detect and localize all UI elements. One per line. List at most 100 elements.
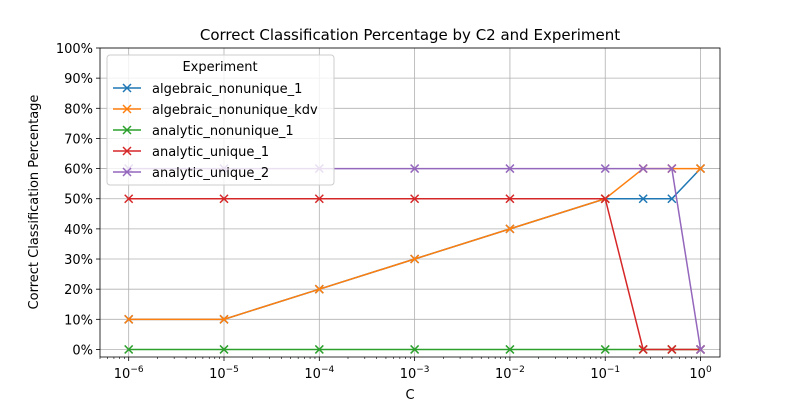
series-group [124,164,706,354]
x-tick-label: 10−4 [304,365,334,382]
x-tick-exponent: −2 [512,365,525,375]
legend-entry: analytic_unique_1 [113,145,269,160]
marker-stroke [124,314,134,324]
legend-marker [122,146,132,156]
marker-stroke [314,194,324,204]
x-axis-label: C [405,388,414,400]
marker-stroke [505,224,515,234]
marker-stroke [219,314,229,324]
data-point [219,194,229,204]
y-tick-label: 0% [72,343,93,358]
x-tick-base: 10 [590,367,607,382]
x-tick-exponent: −3 [416,365,429,375]
marker-stroke [124,344,134,354]
x-tick-label: 10−2 [495,365,525,382]
y-axis-label: Correct Classification Percentage [27,95,42,310]
data-point [410,344,420,354]
marker-stroke [600,344,610,354]
x-tick-base: 10 [114,367,131,382]
legend-marker [122,167,132,177]
data-point [600,344,610,354]
chart-title: Correct Classification Percentage by C2 … [200,26,620,44]
marker-stroke [124,194,134,204]
y-tick-label: 40% [64,223,93,238]
data-point [600,194,610,204]
x-tick-exponent: −5 [226,365,239,375]
y-tick-label: 10% [64,313,93,328]
legend-entry: algebraic_nonunique_1 [113,82,302,97]
y-tick-label: 70% [64,132,93,147]
marker-stroke [638,194,648,204]
marker-stroke [638,164,648,174]
marker-stroke [667,164,677,174]
marker-stroke [638,344,648,354]
marker-stroke [696,344,706,354]
data-point [505,344,515,354]
marker-stroke [314,284,324,294]
data-point [410,164,420,174]
x-tick-label: 100 [689,365,712,382]
series-analytic_unique_1 [124,194,706,354]
plot-frame [99,47,721,358]
y-tick-label: 60% [64,163,93,178]
data-point [638,164,648,174]
x-tick-base: 10 [400,367,417,382]
marker-stroke [667,194,677,204]
legend-marker [122,125,132,135]
data-point [667,164,677,174]
data-point [505,194,515,204]
legend-label: algebraic_nonunique_1 [152,82,302,97]
marker-stroke [219,344,229,354]
legend-label: analytic_unique_1 [152,145,269,160]
y-tick-label: 100% [56,42,93,57]
data-point [505,164,515,174]
data-point [124,194,134,204]
data-point [505,224,515,234]
marker-stroke [314,344,324,354]
data-point [667,344,677,354]
marker-stroke [505,344,515,354]
marker-stroke [600,194,610,204]
marker-stroke [600,164,610,174]
data-point [314,194,324,204]
x-tick-exponent: 0 [706,365,712,375]
legend-label: analytic_unique_2 [152,166,269,181]
data-point [696,164,706,174]
x-tick-label: 10−5 [209,365,239,382]
data-point [667,194,677,204]
data-point [314,284,324,294]
data-point [219,344,229,354]
legend: Experiment algebraic_nonunique_1 algebraic… [106,54,335,186]
legend-marker [122,83,132,93]
marker-stroke [696,164,706,174]
marker-stroke [410,344,420,354]
data-point [638,194,648,204]
x-tick-base: 10 [495,367,512,382]
marker-stroke [410,194,420,204]
y-tick-label: 30% [64,253,93,268]
legend-label: analytic_nonunique_1 [152,124,294,139]
data-point [638,344,648,354]
marker-stroke [667,344,677,354]
x-tick-exponent: −1 [607,365,620,375]
data-point [314,344,324,354]
y-tick-label: 50% [64,193,93,208]
data-point [410,254,420,264]
y-tick-label: 80% [64,102,93,117]
x-tick-base: 10 [689,367,706,382]
legend-entry: analytic_unique_2 [113,166,269,181]
data-point [410,194,420,204]
x-tick-exponent: −6 [130,365,144,375]
y-tick-label: 90% [64,72,93,87]
legend-title: Experiment [182,60,257,75]
legend-entry: analytic_nonunique_1 [113,124,294,139]
data-point [600,164,610,174]
legend-label: algebraic_nonunique_kdv [152,103,318,118]
axes: 10−6 10−5 10−4 10−3 10−2 10−1 1000%10%20%30%40… [56,42,721,382]
y-tick-label: 20% [64,283,93,298]
data-point [124,344,134,354]
data-point [219,314,229,324]
data-point [696,344,706,354]
marker-stroke [505,194,515,204]
